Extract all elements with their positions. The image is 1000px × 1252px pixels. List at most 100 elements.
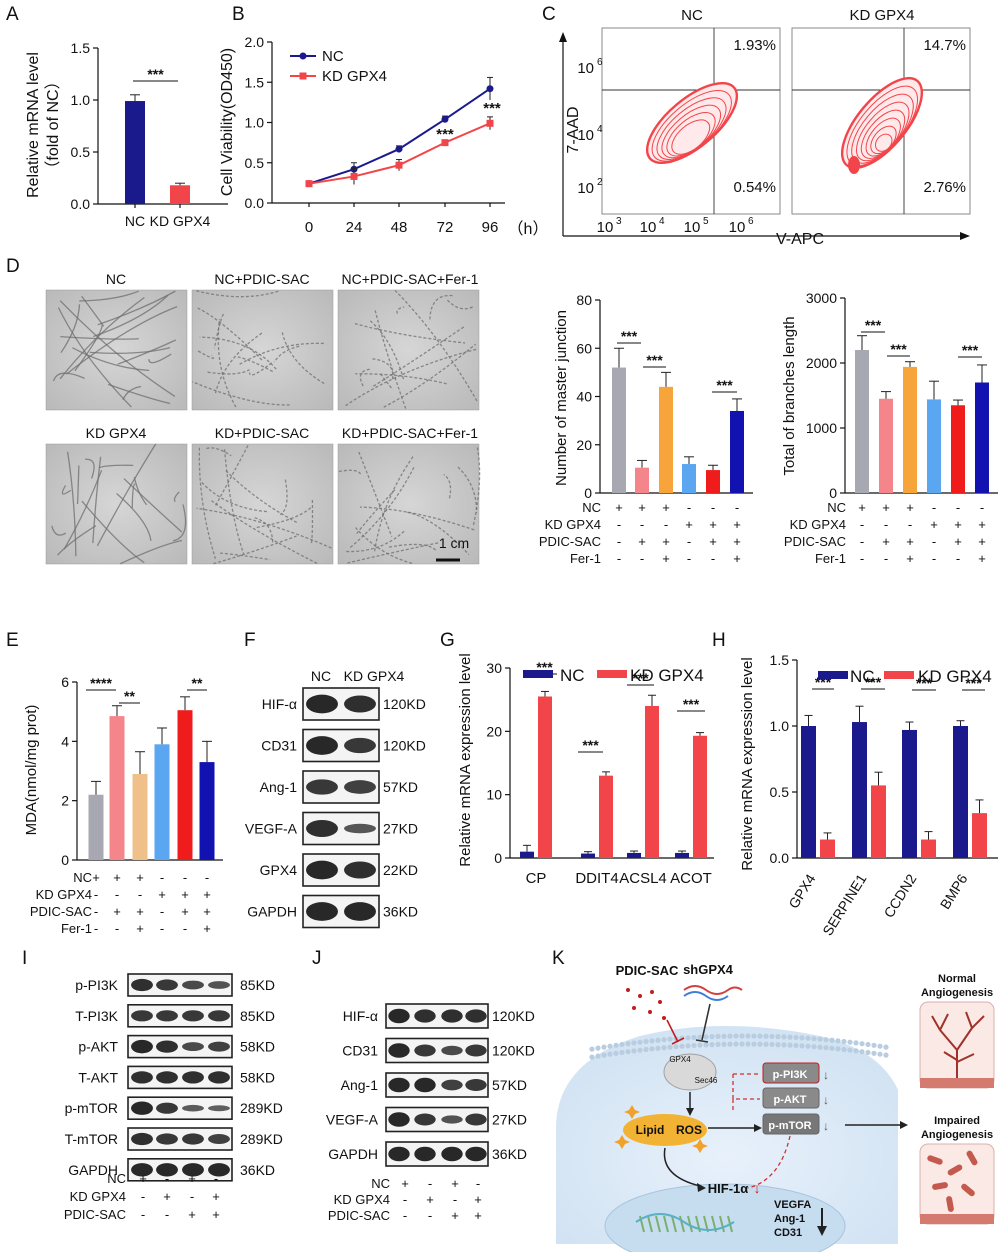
k-membrane-bead	[787, 1034, 793, 1040]
k-nanoparticle	[662, 1016, 666, 1020]
k-membrane-bead	[775, 1042, 781, 1048]
i-protein-label: p-mTOR	[65, 1100, 118, 1116]
f-band	[344, 695, 376, 713]
j-band	[465, 1113, 487, 1126]
d1-cond-sign: -	[735, 500, 739, 515]
g-y-label: Relative mRNA expression level	[457, 653, 474, 866]
k-burst-icon	[614, 1135, 630, 1149]
a-y-tick-label: 0.5	[71, 144, 91, 160]
k-pathway-label: p-mTOR	[768, 1120, 811, 1132]
h-bar	[953, 726, 968, 858]
i-band	[156, 1102, 178, 1114]
k-membrane-bead	[793, 1042, 799, 1049]
g-x-label: ACSL4	[619, 870, 667, 887]
k-membrane-bead	[865, 1049, 871, 1056]
f-band	[306, 779, 338, 795]
i-band	[182, 1163, 204, 1177]
d2-cond-sign: +	[906, 551, 914, 566]
c-plot-frame	[601, 27, 781, 215]
c-x-tick-label: 10	[684, 219, 701, 236]
b-x-label: 72	[437, 219, 454, 236]
d-vessel-strand	[119, 539, 183, 565]
d-vessel-strand	[237, 356, 274, 373]
d1-cond-sign: -	[687, 500, 691, 515]
f-band	[344, 780, 376, 794]
f-band	[344, 823, 376, 834]
k-membrane-bead	[841, 1046, 847, 1053]
d1-cond-label: Fer-1	[570, 551, 601, 566]
d1-cond-sign: +	[662, 551, 670, 566]
d-vessel-strand	[123, 478, 183, 533]
k-fragment-icon	[946, 1196, 954, 1212]
d-vessel-strand	[429, 294, 454, 320]
panel-label-h: H	[712, 630, 726, 651]
g-bar	[581, 853, 595, 858]
d1-sig: ***	[621, 328, 638, 344]
k-membrane-bead	[619, 1041, 625, 1048]
panel-label-d: D	[6, 256, 20, 277]
k-membrane-bead	[859, 1049, 865, 1055]
f-protein-label: VEGF-A	[245, 821, 298, 837]
j-band	[414, 1009, 436, 1023]
d1-y-tick-label: 60	[576, 340, 592, 356]
c-plot-title: NC	[681, 7, 703, 24]
d2-cond-label: Fer-1	[815, 551, 846, 566]
i-cond-sign: -	[214, 1171, 218, 1186]
g-bar	[645, 706, 659, 858]
i-cond-label: PDIC-SAC	[64, 1207, 126, 1222]
k-inhibit-cap	[695, 1039, 709, 1043]
e-y-label: MDA(nmol/mg prot)	[23, 705, 40, 836]
e-cond-sign: +	[136, 870, 144, 885]
i-band	[182, 1042, 204, 1052]
d1-cond-sign: -	[687, 551, 691, 566]
k-membrane-bead	[721, 1041, 727, 1047]
a-y-tick-label: 1.0	[71, 92, 91, 108]
k-nanoparticle	[638, 994, 642, 998]
b-legend-label: NC	[322, 48, 344, 65]
k-membrane-bead	[817, 1044, 823, 1050]
d1-cond-sign: -	[617, 551, 621, 566]
a-x-label: NC	[125, 213, 145, 229]
c-x-label: V-APC	[776, 231, 824, 248]
k-nanoparticle	[632, 1006, 636, 1010]
d-vessel-strand	[368, 319, 405, 380]
b-y-tick-label: 2.0	[245, 34, 265, 50]
k-membrane-bead	[829, 1037, 835, 1043]
d1-cond-sign: +	[685, 517, 693, 532]
e-cond-sign: +	[158, 887, 166, 902]
d-vessel-strand	[380, 373, 394, 391]
e-cond-sign: -	[138, 887, 142, 902]
j-band	[441, 1115, 463, 1124]
h-bar	[820, 839, 835, 858]
k-fragment-icon	[932, 1182, 948, 1190]
e-cond-sign: -	[205, 870, 209, 885]
k-inhibit-line	[701, 1003, 711, 1041]
panel-label-i: I	[22, 948, 27, 969]
e-cond-sign: +	[136, 904, 144, 919]
k-down-arrow-icon: ↓	[823, 1068, 829, 1082]
k-arrow-head	[697, 1183, 706, 1192]
k-membrane-bead	[745, 1033, 751, 1039]
j-band	[441, 1045, 463, 1056]
c-x-tick-label: 10	[729, 219, 746, 236]
j-kd-label: 120KD	[492, 1008, 535, 1024]
d2-bar	[903, 366, 917, 493]
d-vessel-strand	[66, 451, 77, 557]
d-vessel-strand	[65, 305, 178, 375]
d-vessel-strand	[60, 304, 81, 354]
e-cond-sign: -	[115, 921, 119, 936]
h-bar	[972, 813, 987, 858]
d-vessel-strand	[76, 465, 80, 505]
j-kd-label: 27KD	[492, 1112, 527, 1128]
k-membrane-bead	[841, 1038, 847, 1045]
k-membrane-bead	[589, 1046, 595, 1052]
panel-label-k: K	[552, 948, 565, 969]
k-membrane-bead	[853, 1048, 859, 1054]
d-micrograph	[191, 443, 334, 565]
d2-cond-sign: +	[978, 534, 986, 549]
k-shgpx4-label: shGPX4	[683, 962, 734, 977]
c-y-label: 7-AAD	[565, 106, 582, 153]
a-x-label: KD GPX4	[150, 213, 211, 229]
d2-cond-sign: -	[908, 517, 912, 532]
k-membrane-bead	[643, 1046, 649, 1053]
